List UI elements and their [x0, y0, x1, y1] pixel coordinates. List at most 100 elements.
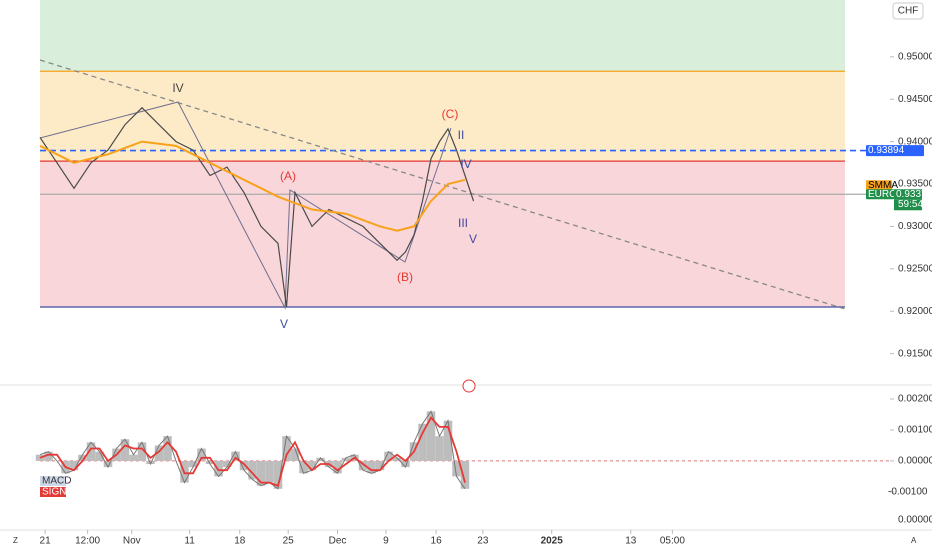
x-tick-label: 05:00	[660, 536, 685, 547]
macd-bar	[86, 442, 96, 461]
log-toggle[interactable]: Z	[13, 536, 18, 545]
macd-bar	[307, 460, 317, 471]
macd-bar	[452, 460, 461, 477]
event-icon[interactable]	[462, 379, 476, 393]
y-tick-label: 0.93500	[898, 179, 932, 190]
zone	[40, 0, 845, 72]
smma-line	[39, 140, 466, 232]
macd-bar	[35, 454, 45, 461]
symbol-label-box	[866, 189, 894, 200]
macd-bar	[392, 457, 402, 461]
symbol-label: EURCHF	[868, 189, 910, 200]
y-tick-label: 0.92000	[898, 306, 932, 317]
x-tick-label: 9	[383, 536, 389, 547]
macd-bar	[69, 460, 79, 471]
legend-label: SIGNAL	[42, 487, 79, 498]
y-tick-label: 0.00100	[898, 425, 932, 436]
macd-bar	[239, 460, 249, 471]
macd-bar	[375, 460, 385, 471]
legend-label: MACD	[42, 476, 71, 487]
x-tick-label: Nov	[123, 536, 141, 547]
currency-box[interactable]	[892, 2, 924, 20]
macd-bar	[78, 454, 87, 461]
y-tick-label: 0.95000	[898, 51, 932, 62]
macd-bar	[384, 451, 393, 461]
y-tick-label: 0.00000	[898, 456, 932, 467]
macd-bar	[256, 460, 266, 486]
macd-bar	[282, 436, 291, 461]
macd-bar	[163, 436, 172, 461]
y-tick-label: 0.00200	[898, 394, 932, 405]
macd-bar	[120, 439, 130, 461]
x-tick-label: 13	[625, 536, 637, 547]
macd-bar	[290, 448, 300, 461]
macd-bar	[358, 460, 368, 471]
signal-line	[39, 416, 466, 487]
x-tick-label: 18	[234, 536, 246, 547]
macd-bar	[44, 451, 53, 461]
wave-label: (B)	[397, 270, 413, 284]
macd-bar	[129, 454, 138, 461]
y-tick-label: 0.93000	[898, 221, 932, 232]
volume-scale-label: 0.00000	[898, 515, 932, 526]
y-tick-label: 0.91500	[898, 348, 932, 359]
wave-label: (A)	[280, 169, 296, 183]
x-tick-label: 16	[431, 536, 443, 547]
price-box	[894, 189, 922, 200]
timer: 59:54	[898, 199, 923, 210]
y-tick-label: 0.94000	[898, 136, 932, 147]
wave-label: III	[458, 216, 468, 230]
wave-label: (C)	[442, 107, 459, 121]
macd-bar	[231, 451, 240, 461]
x-tick-label: 2025	[541, 536, 564, 547]
legend-box	[40, 476, 66, 486]
macd-bar	[188, 460, 198, 468]
macd-bar	[426, 411, 436, 461]
currency: CHF	[898, 6, 919, 17]
macd-bar	[316, 457, 325, 461]
macd-bar	[154, 445, 164, 461]
macd-bar	[333, 460, 342, 474]
macd-bar	[341, 457, 351, 461]
x-tick-label: 11	[184, 536, 195, 547]
macd-bar	[265, 460, 274, 483]
macd-bar	[222, 460, 232, 468]
macd-bar	[401, 460, 410, 468]
macd-bar	[205, 460, 215, 465]
macd-bar	[418, 423, 427, 461]
macd-bar	[248, 460, 257, 480]
timer-box	[894, 199, 922, 211]
wave-label: II	[458, 128, 465, 142]
level-price-label-box	[866, 145, 924, 157]
wave-label: IV	[172, 81, 183, 95]
x-tick-label: 12:00	[75, 536, 100, 547]
macd-bar	[273, 460, 283, 489]
price-label: 0.93379	[896, 189, 932, 200]
macd-bar	[146, 460, 155, 465]
x-tick-label: Dec	[329, 536, 347, 547]
y-tick-label: 0.94500	[898, 94, 932, 105]
price-line	[39, 106, 475, 308]
auto-toggle[interactable]: A	[911, 536, 917, 545]
macd-bar	[197, 448, 206, 461]
wave-label: V	[280, 317, 288, 331]
macd-bar	[367, 460, 376, 474]
x-tick-label: 21	[40, 536, 52, 547]
background	[40, 0, 890, 308]
macd-bar	[137, 442, 147, 461]
wave-label: V	[469, 232, 477, 246]
macd-bar	[460, 460, 470, 489]
macd-bar	[95, 451, 104, 461]
smma-label-box	[866, 180, 892, 191]
zone	[40, 161, 845, 307]
wave-line	[39, 101, 452, 310]
smma-label: SMMA	[868, 180, 898, 191]
wave-label: IV	[460, 157, 471, 171]
level-price-label: 0.93894	[868, 145, 905, 156]
y-tick-label: -0.00100	[888, 487, 928, 498]
macd-bar	[103, 460, 113, 468]
legend-box	[40, 487, 66, 497]
x-tick-label: 23	[477, 536, 489, 547]
y-tick-label: 0.92500	[898, 263, 932, 274]
